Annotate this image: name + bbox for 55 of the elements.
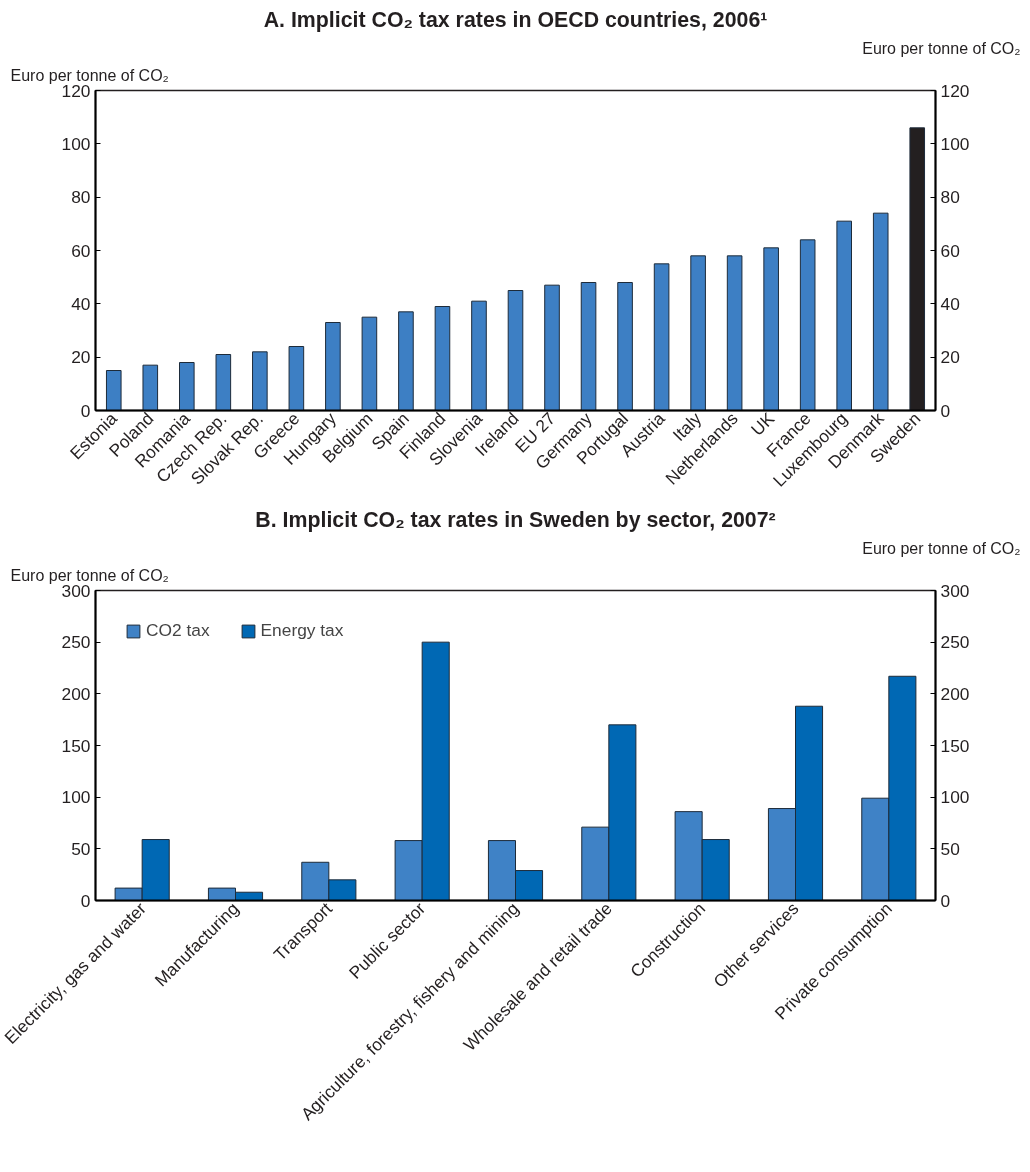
bar: [799, 239, 816, 411]
y-tick-label: 50: [71, 838, 91, 859]
y2-tick-label: 300: [940, 580, 970, 601]
bar: [507, 290, 524, 411]
bar: [653, 263, 670, 411]
bar: [215, 354, 232, 411]
y2-tick-label: 250: [940, 632, 970, 653]
y2-tick-label: 60: [940, 240, 960, 261]
bar: [179, 362, 195, 411]
bar: [872, 212, 889, 411]
bar: [726, 255, 743, 411]
bar: [361, 316, 378, 411]
y2-axis-title: Euro per tonne of CO₂: [862, 539, 1021, 557]
bar: [580, 282, 597, 411]
y-tick-label: 200: [61, 683, 91, 704]
y2-tick-label: 120: [940, 80, 970, 101]
y2-tick-label: 200: [940, 683, 970, 704]
y-tick-label: 60: [71, 240, 91, 261]
bar: [471, 300, 487, 411]
bar: [544, 284, 560, 411]
y2-tick-label: 100: [940, 787, 970, 808]
bar: [763, 247, 779, 411]
y-tick-label: 80: [71, 187, 91, 208]
y-tick-label: 100: [61, 133, 91, 154]
bar: [398, 311, 414, 411]
y2-tick-label: 0: [940, 890, 951, 911]
bar: [434, 306, 451, 411]
y2-tick-label: 40: [940, 293, 960, 314]
bar: [909, 127, 926, 411]
y2-tick-label: 50: [940, 838, 960, 859]
bar: [617, 282, 633, 411]
y-tick-label: 0: [80, 400, 91, 421]
y2-tick-label: 80: [940, 187, 960, 208]
bar: [142, 364, 159, 411]
y-tick-label: 20: [71, 347, 91, 368]
y-tick-label: 40: [71, 293, 91, 314]
y-tick-label: 100: [61, 787, 91, 808]
legend-label: Energy tax: [260, 620, 344, 641]
y-tick-label: 0: [80, 890, 91, 911]
y-tick-label: 150: [61, 735, 91, 756]
bar: [105, 370, 122, 411]
y2-axis-title: Euro per tonne of CO₂: [862, 39, 1021, 57]
y2-tick-label: 20: [940, 347, 960, 368]
bar: [836, 220, 852, 411]
bar: [252, 351, 268, 411]
y2-tick-label: 150: [940, 735, 970, 756]
bar: [288, 346, 305, 411]
y-tick-label: 250: [61, 632, 91, 653]
bar: [690, 255, 706, 411]
chart-title: B. Implicit CO₂ tax rates in Sweden by sector, 2007²: [255, 507, 776, 532]
y2-tick-label: 100: [940, 133, 970, 154]
bar: [325, 322, 341, 411]
chart-title: A. Implicit CO₂ tax rates in OECD countries, 2006¹: [263, 7, 768, 32]
legend-label: CO2 tax: [146, 620, 210, 641]
y2-tick-label: 0: [940, 400, 951, 421]
